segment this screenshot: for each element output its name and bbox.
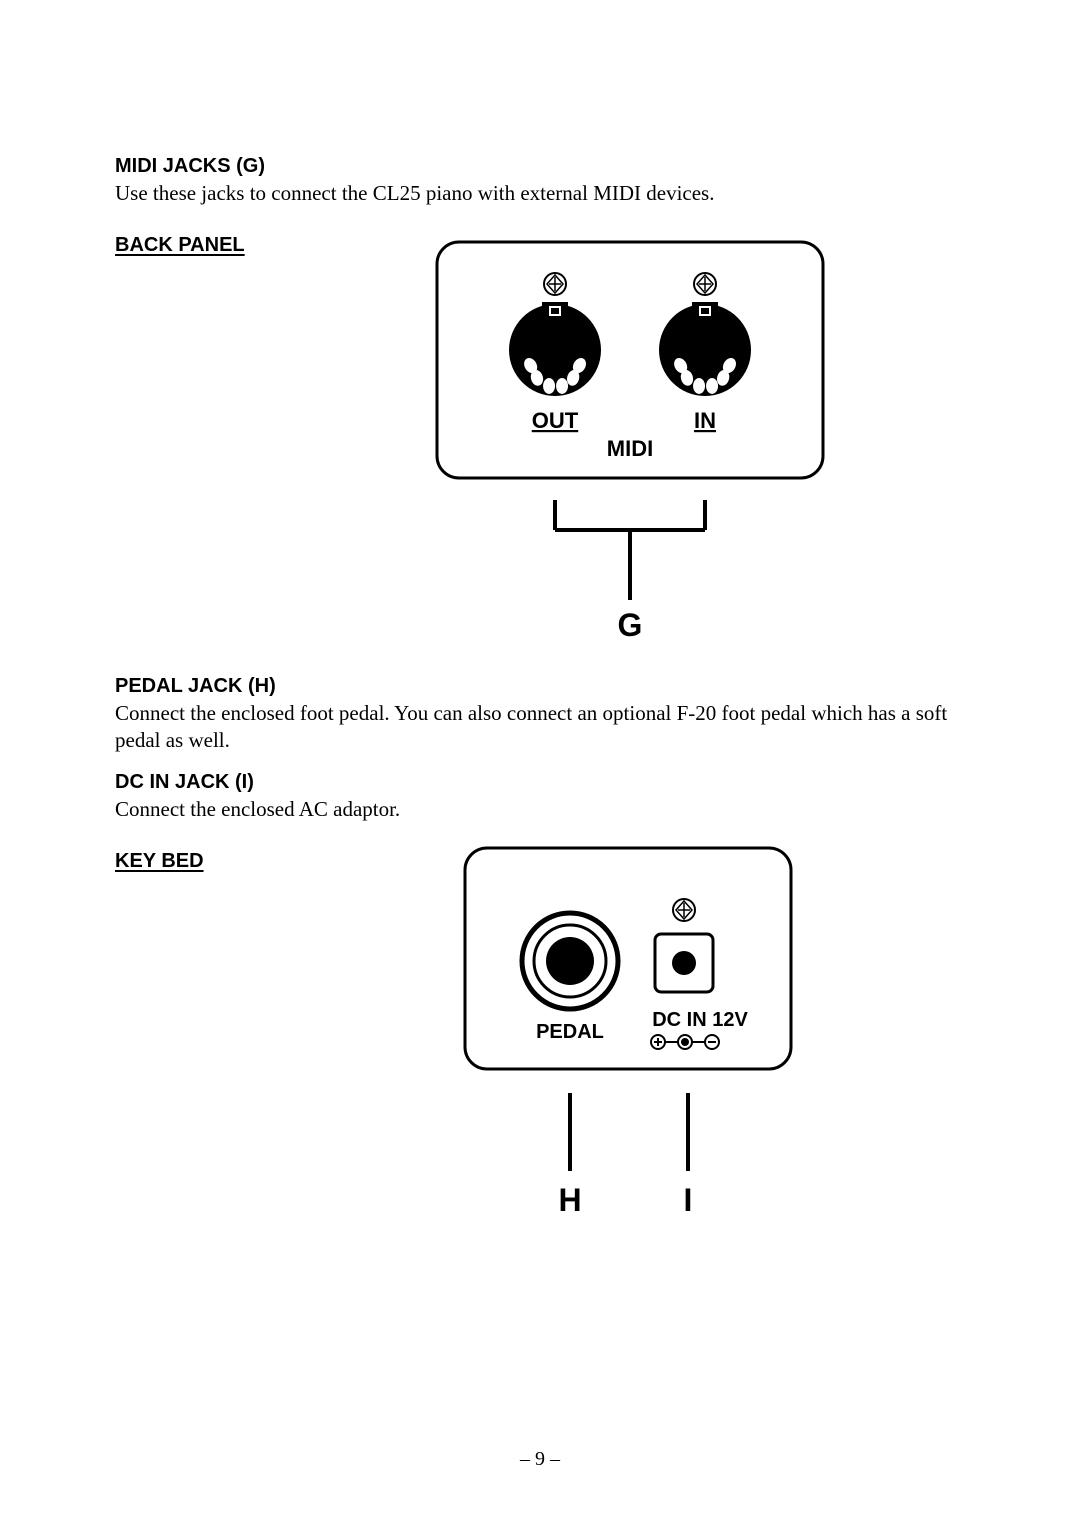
pedal-jack-heading: PEDAL JACK (H) — [115, 675, 965, 698]
page-content: MIDI JACKS (G) Use these jacks to connec… — [0, 0, 1080, 1255]
key-bed-row: KEY BED — [115, 850, 965, 1255]
back-panel-label: BACK PANEL — [115, 234, 295, 257]
callout-g: G — [618, 607, 643, 640]
midi-jacks-text: Use these jacks to connect the CL25 pian… — [115, 180, 965, 206]
midi-jacks-heading: MIDI JACKS (G) — [115, 155, 965, 178]
midi-in-label: IN — [694, 408, 716, 433]
dc-in-section: DC IN JACK (I) Connect the enclosed AC a… — [115, 771, 965, 822]
keybed-diagram: PEDAL DC IN 12V — [460, 846, 800, 1226]
callout-i: I — [684, 1182, 693, 1218]
midi-jacks-section: MIDI JACKS (G) Use these jacks to connec… — [115, 155, 965, 206]
pedal-label: PEDAL — [536, 1021, 604, 1043]
bracket-icon — [555, 500, 705, 600]
dc-jack-icon — [655, 934, 713, 992]
page-number: – 9 – — [0, 1448, 1080, 1471]
screw-icon — [673, 899, 695, 921]
callout-h: H — [558, 1182, 581, 1218]
midi-label: MIDI — [607, 436, 653, 461]
midi-diagram: OUT IN MIDI G — [435, 240, 825, 640]
dc-in-text: Connect the enclosed AC adaptor. — [115, 796, 965, 822]
screw-icon — [544, 273, 566, 295]
screw-icon — [694, 273, 716, 295]
back-panel-row: BACK PANEL — [115, 234, 965, 669]
pedal-jack-text: Connect the enclosed foot pedal. You can… — [115, 700, 965, 753]
midi-out-label: OUT — [532, 408, 579, 433]
dc-label: DC IN 12V — [652, 1009, 748, 1031]
pedal-jack-section: PEDAL JACK (H) Connect the enclosed foot… — [115, 675, 965, 753]
dc-in-heading: DC IN JACK (I) — [115, 771, 965, 794]
pedal-jack-icon — [522, 913, 618, 1009]
callout-lines — [570, 1093, 688, 1171]
key-bed-label: KEY BED — [115, 850, 295, 873]
